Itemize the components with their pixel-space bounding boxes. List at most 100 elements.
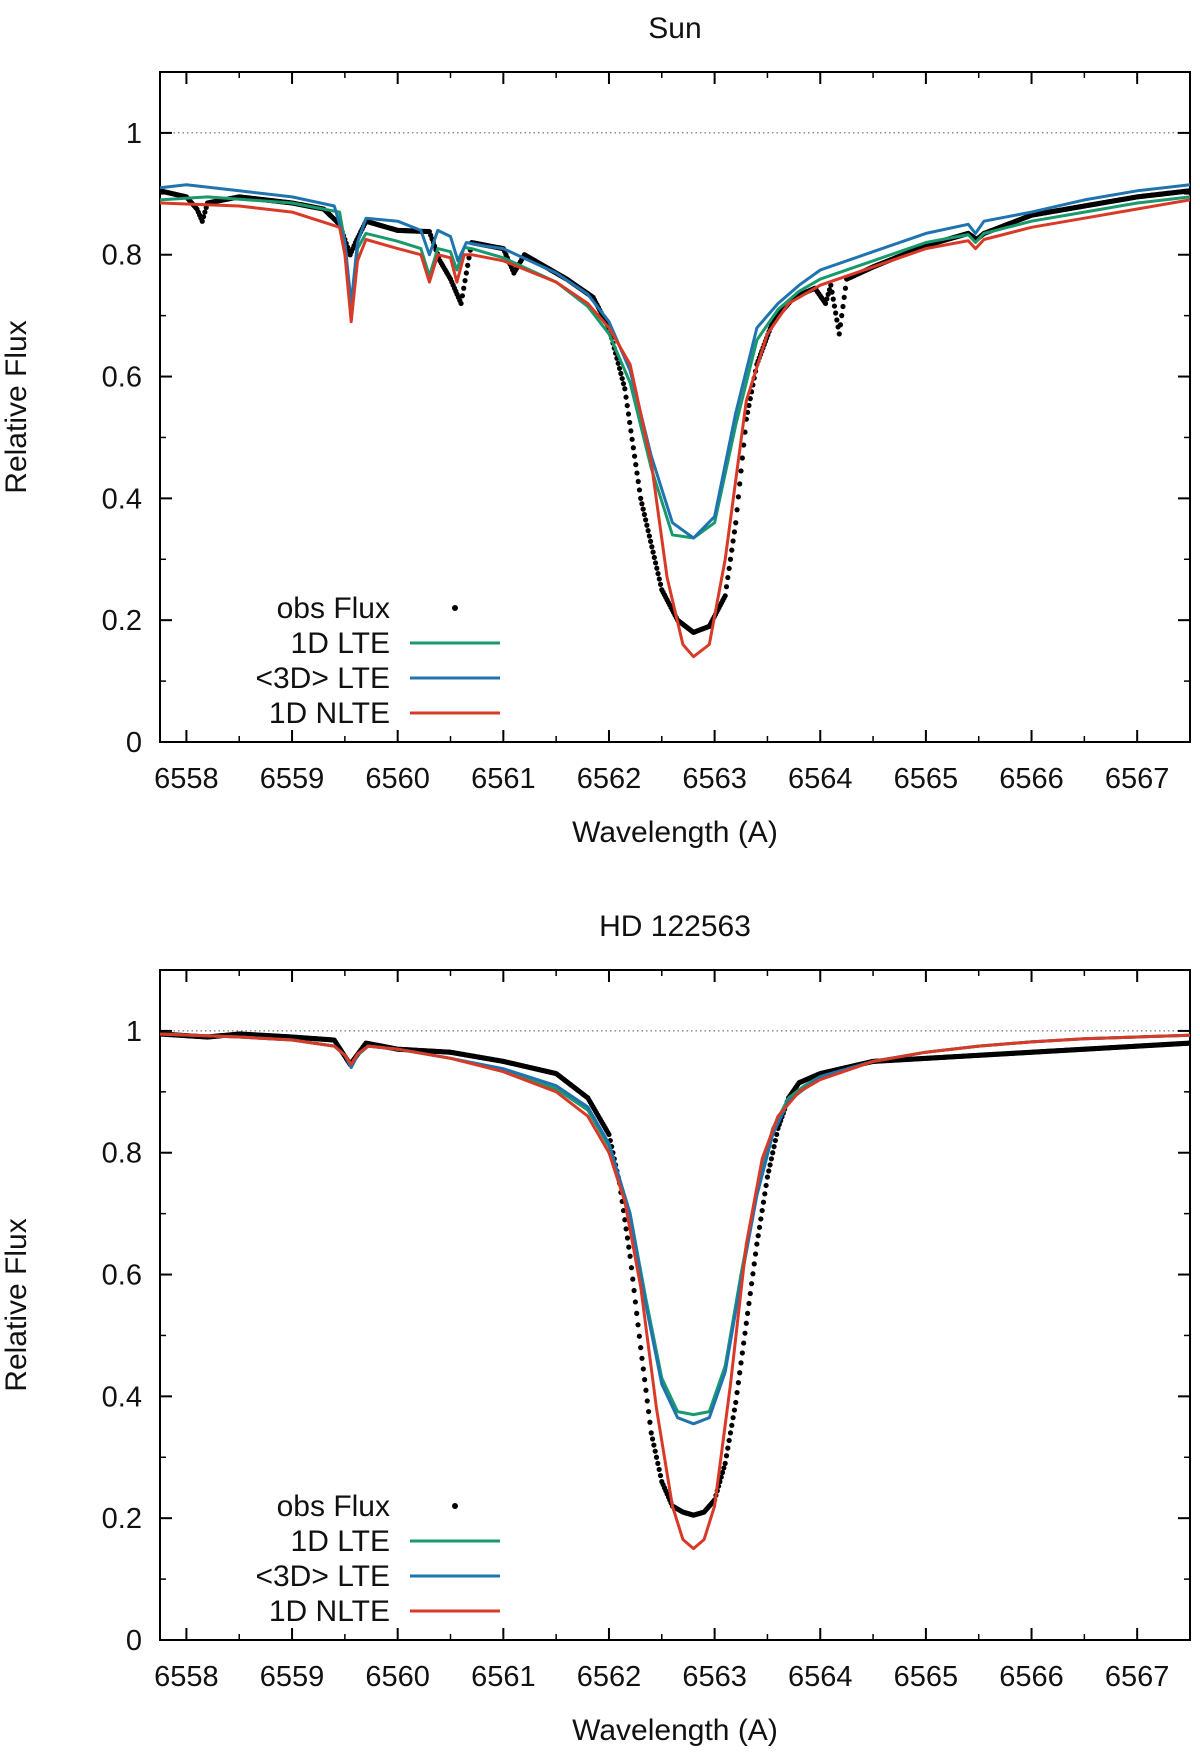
obs-flux-point xyxy=(615,360,621,366)
obs-flux-point xyxy=(646,533,652,539)
x-axis-label: Wavelength (A) xyxy=(572,816,778,849)
obs-flux-point xyxy=(635,1322,641,1328)
obs-flux-point xyxy=(822,300,829,307)
series-1d-lte-line xyxy=(160,195,1190,540)
obs-flux-point xyxy=(727,1430,734,1436)
obs-flux-point xyxy=(649,544,655,550)
obs-flux-point xyxy=(768,1156,774,1162)
obs-flux-point xyxy=(629,436,635,442)
obs-flux-point xyxy=(200,214,207,220)
obs-flux-point xyxy=(639,501,645,507)
x-tick-label: 6564 xyxy=(788,763,853,795)
obs-flux-point xyxy=(648,538,654,544)
obs-flux-point xyxy=(645,528,651,534)
obs-flux-point xyxy=(1187,188,1190,194)
legend-3d-lte-label: <3D> LTE xyxy=(255,1560,390,1593)
obs-flux-point xyxy=(651,1442,657,1448)
obs-flux-point xyxy=(643,1387,649,1393)
legend-3d-lte-label: <3D> LTE xyxy=(255,662,390,695)
obs-flux-point xyxy=(626,1244,632,1250)
obs-flux-point xyxy=(721,1465,727,1471)
x-tick-label: 6566 xyxy=(999,1661,1064,1693)
obs-flux-point xyxy=(650,549,656,555)
obs-flux-point xyxy=(633,462,639,468)
obs-flux-point xyxy=(825,291,831,297)
obs-flux-point xyxy=(466,255,472,261)
obs-flux-point xyxy=(752,1251,759,1257)
chart-title: Sun xyxy=(648,12,701,45)
obs-flux-point xyxy=(830,296,836,302)
y-axis-label: Relative Flux xyxy=(0,320,33,493)
obs-flux-point xyxy=(616,365,623,372)
obs-flux-point xyxy=(657,581,664,587)
obs-flux-point xyxy=(199,218,205,224)
obs-flux-point xyxy=(748,1281,755,1287)
obs-flux-point xyxy=(737,481,743,487)
obs-flux-point xyxy=(638,495,644,501)
obs-flux-point xyxy=(739,455,745,461)
obs-flux-point xyxy=(747,1290,753,1297)
obs-flux-point xyxy=(639,1355,645,1361)
obs-flux-point xyxy=(641,511,647,518)
obs-flux-point xyxy=(756,1224,763,1230)
y-tick-label: 0 xyxy=(126,727,142,759)
obs-flux-point xyxy=(459,293,465,299)
obs-flux-point xyxy=(759,1207,765,1214)
obs-flux-point xyxy=(828,282,834,288)
y-tick-label: 0 xyxy=(126,1625,142,1657)
obs-flux-point xyxy=(630,445,636,451)
y-tick-label: 0.6 xyxy=(102,1260,142,1292)
obs-flux-points xyxy=(160,188,1190,635)
obs-flux-point xyxy=(841,294,847,300)
obs-flux-point xyxy=(746,402,752,409)
obs-flux-point xyxy=(202,209,208,215)
obs-flux-points xyxy=(160,1031,1190,1518)
y-tick-label: 1 xyxy=(126,118,142,150)
obs-flux-point xyxy=(461,285,467,291)
sun-panel: Sun 0 0.2 0.4 0.6 0.8 1 6558 6559 6560 6561 6562 656… xyxy=(0,12,1191,849)
y-tick-label: 0.2 xyxy=(102,605,142,637)
hd122563-panel: HD 122563 0 0.2 0.4 0.6 0.8 1 6558 6559 6560 6561 6… xyxy=(0,910,1191,1747)
obs-flux-point xyxy=(652,560,659,566)
x-tick-label: 6558 xyxy=(154,763,219,795)
obs-flux-point xyxy=(763,1182,769,1189)
obs-flux-point xyxy=(618,370,624,377)
obs-flux-point xyxy=(640,1366,646,1372)
x-tick-label: 6563 xyxy=(682,763,747,795)
obs-flux-point xyxy=(719,1469,726,1476)
obs-flux-point xyxy=(725,574,731,581)
obs-flux-point xyxy=(649,1436,656,1442)
obs-flux-point xyxy=(645,1408,652,1415)
obs-flux-point xyxy=(723,584,730,590)
obs-flux-point xyxy=(734,1389,740,1396)
x-tick-label: 6563 xyxy=(682,1661,747,1693)
legend-1d-lte-label: 1D LTE xyxy=(291,1525,390,1558)
obs-flux-point xyxy=(627,1253,633,1259)
obs-flux-point xyxy=(622,386,628,392)
legend-1d-lte-label: 1D LTE xyxy=(291,627,390,660)
obs-flux-point xyxy=(836,331,842,337)
x-tick-label: 6565 xyxy=(894,763,959,795)
obs-flux-point xyxy=(767,1162,773,1168)
y-tick-label: 0.4 xyxy=(102,1381,142,1413)
obs-flux-point xyxy=(834,317,840,323)
obs-flux-point xyxy=(731,1407,738,1413)
obs-flux-point xyxy=(730,538,736,544)
obs-flux-point xyxy=(725,1445,731,1451)
series-1d-lte-line xyxy=(160,1032,1190,1417)
obs-flux-point xyxy=(651,554,657,561)
obs-flux-point xyxy=(635,478,641,485)
obs-flux-point xyxy=(656,576,662,582)
obs-flux-point xyxy=(833,310,839,316)
obs-flux-point xyxy=(758,1216,764,1222)
obs-flux-point xyxy=(625,411,632,417)
obs-flux-point xyxy=(774,1131,780,1138)
legend-obs-flux-label: obs Flux xyxy=(277,1490,390,1523)
obs-flux-point xyxy=(628,428,634,434)
obs-flux-point xyxy=(738,468,744,474)
obs-flux-point xyxy=(824,296,830,302)
x-tick-label: 6567 xyxy=(1105,1661,1170,1693)
legend-obs-flux-label: obs Flux xyxy=(277,592,390,625)
obs-flux-point xyxy=(735,494,741,500)
